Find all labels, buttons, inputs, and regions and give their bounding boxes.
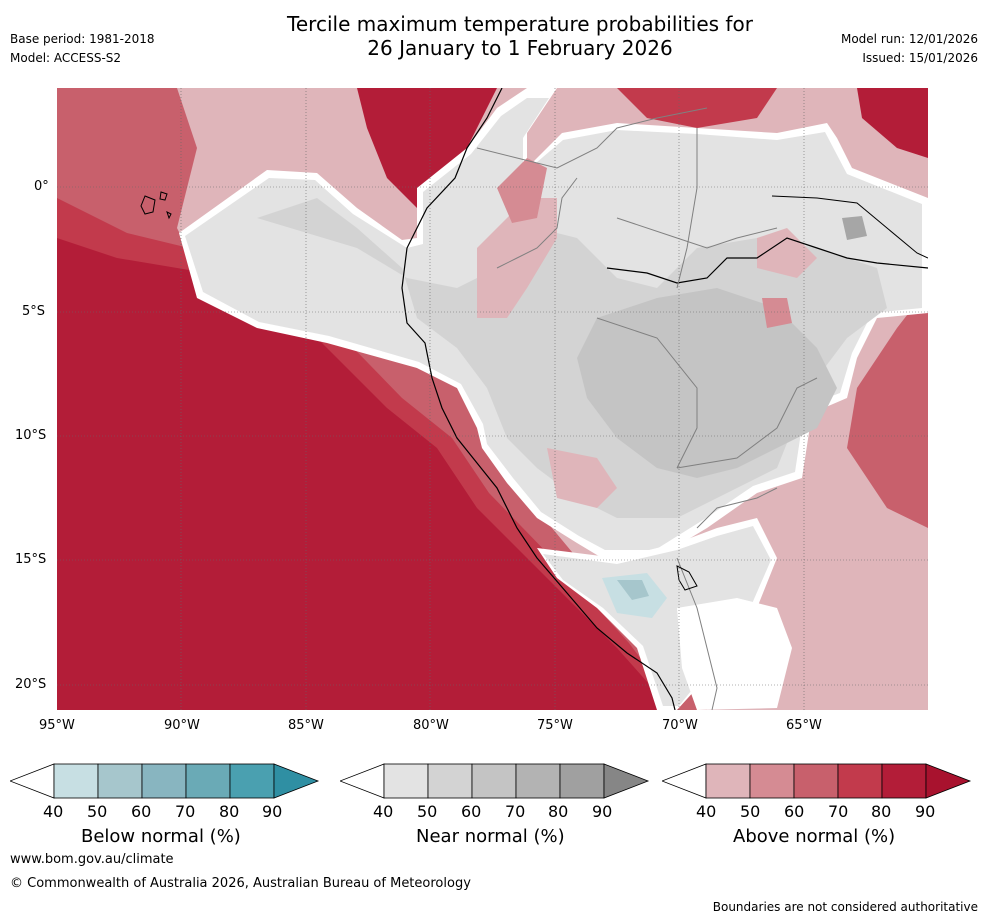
above-tick-50: 50	[740, 802, 761, 821]
probability-map	[57, 88, 928, 710]
issued-date: Issued: 15/01/2026	[862, 51, 978, 65]
below-colorbar-segment	[141, 763, 187, 799]
country-boundaries	[476, 107, 818, 710]
below-colorbar-segment	[97, 763, 143, 799]
lon-label-70w: 70°W	[662, 718, 698, 733]
website-url: www.bom.gov.au/climate	[10, 852, 174, 867]
near-normal-label: Near normal (%)	[416, 826, 565, 847]
near-normal-south-zone	[543, 526, 771, 706]
near-tick-60: 60	[461, 802, 482, 821]
coastline	[401, 88, 676, 710]
colorbar-near	[340, 763, 650, 799]
near-normal-70-zone	[577, 288, 837, 478]
gridlines	[57, 88, 928, 710]
lat-label-0: 0°	[34, 179, 49, 194]
above-colorbar-segment	[749, 763, 795, 799]
above-tick-90: 90	[915, 802, 936, 821]
lon-label-90w: 90°W	[164, 718, 200, 733]
below-colorbar-max-arrow	[273, 763, 320, 799]
near-tick-80: 80	[548, 802, 569, 821]
near-colorbar-segment	[559, 763, 605, 799]
near-tick-90: 90	[592, 802, 613, 821]
below-colorbar-segment	[185, 763, 231, 799]
lon-label-75w: 75°W	[537, 718, 573, 733]
galapagos-islands	[140, 191, 172, 220]
above-intrusion-2	[497, 158, 547, 223]
lon-label-95w: 95°W	[39, 718, 75, 733]
title-line-1: Tercile maximum temperature probabilitie…	[287, 12, 753, 36]
above-colorbar-min-arrow	[662, 763, 707, 799]
below-tick-40: 40	[43, 802, 64, 821]
above-intrusion-4	[762, 298, 792, 328]
near-colorbar-min-arrow	[340, 763, 385, 799]
above-intrusion-3	[757, 228, 817, 278]
amazon-river	[606, 237, 928, 284]
colorbar-above	[662, 763, 972, 799]
lat-label-5s: 5°S	[22, 304, 46, 319]
above-tick-60: 60	[784, 802, 805, 821]
lat-label-20s: 20°S	[15, 677, 47, 692]
below-tick-60: 60	[131, 802, 152, 821]
lon-label-80w: 80°W	[413, 718, 449, 733]
above-colorbar-segment	[793, 763, 839, 799]
near-normal-80-zone	[842, 216, 867, 240]
near-tick-40: 40	[373, 802, 394, 821]
boundary-disclaimer: Boundaries are not considered authoritat…	[712, 900, 978, 914]
above-normal-label: Above normal (%)	[733, 826, 896, 847]
below-colorbar-segment	[53, 763, 99, 799]
lon-label-85w: 85°W	[288, 718, 324, 733]
near-colorbar-segment	[383, 763, 429, 799]
title-line-2: 26 January to 1 February 2026	[367, 36, 673, 60]
base-period: Base period: 1981-2018	[10, 32, 155, 46]
above-tick-40: 40	[696, 802, 717, 821]
above-colorbar-segment	[705, 763, 751, 799]
near-tick-70: 70	[505, 802, 526, 821]
near-colorbar-max-arrow	[603, 763, 650, 799]
near-colorbar-segment	[515, 763, 561, 799]
above-90-core-east	[857, 88, 928, 158]
above-intrusion-5	[547, 448, 617, 508]
above-colorbar-max-arrow	[925, 763, 972, 799]
below-colorbar-min-arrow	[10, 763, 55, 799]
below-tick-90: 90	[262, 802, 283, 821]
above-colorbar-segment	[881, 763, 927, 799]
below-tick-70: 70	[175, 802, 196, 821]
near-tick-50: 50	[417, 802, 438, 821]
below-normal-label: Below normal (%)	[81, 826, 241, 847]
lake-titicaca	[676, 565, 698, 591]
above-70-east	[847, 288, 928, 528]
lon-label-65w: 65°W	[786, 718, 822, 733]
below-tick-50: 50	[87, 802, 108, 821]
above-90-core-north	[357, 88, 497, 218]
copyright-notice: © Commonwealth of Australia 2026, Austra…	[10, 876, 471, 891]
model-run: Model run: 12/01/2026	[840, 32, 978, 46]
near-colorbar-segment	[427, 763, 473, 799]
lat-label-10s: 10°S	[15, 428, 47, 443]
lat-label-15s: 15°S	[15, 552, 47, 567]
rio-negro	[771, 195, 928, 259]
above-tick-80: 80	[871, 802, 892, 821]
below-tick-80: 80	[219, 802, 240, 821]
below-colorbar-segment	[229, 763, 275, 799]
near-colorbar-segment	[471, 763, 517, 799]
model-name: Model: ACCESS-S2	[10, 51, 122, 65]
colorbar-below	[10, 763, 320, 799]
above-colorbar-segment	[837, 763, 883, 799]
below-normal-60-zone	[617, 580, 649, 600]
above-tick-70: 70	[828, 802, 849, 821]
near-normal-south-clear	[677, 598, 792, 710]
